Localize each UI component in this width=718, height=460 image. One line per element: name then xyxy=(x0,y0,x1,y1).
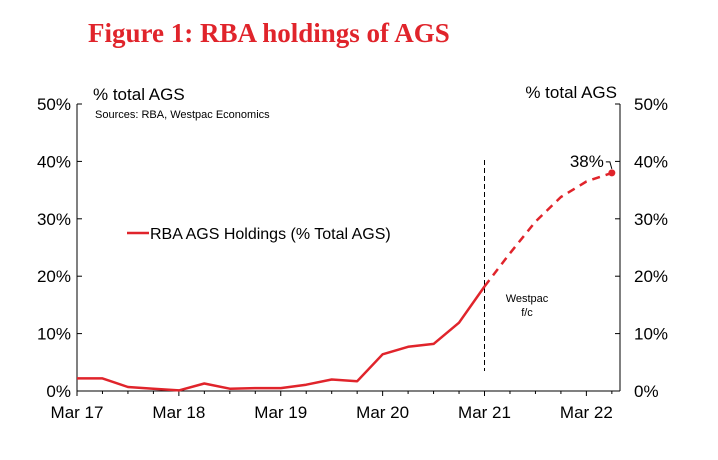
x-tick-label: Mar 19 xyxy=(254,403,307,422)
right-tick-label: 10% xyxy=(634,325,668,344)
left-tick-label: 50% xyxy=(37,95,71,114)
left-tick-label: 0% xyxy=(46,382,71,401)
right-tick-label: 40% xyxy=(634,152,668,171)
x-tick-label: Mar 20 xyxy=(356,403,409,422)
source-note: Sources: RBA, Westpac Economics xyxy=(95,109,270,121)
end-label-leader xyxy=(605,161,613,170)
left-axis-label: % total AGS xyxy=(93,85,185,104)
x-tick-label: Mar 17 xyxy=(51,403,104,422)
series-line-forecast xyxy=(483,171,613,288)
legend: RBA AGS Holdings (% Total AGS) xyxy=(127,226,391,243)
plot-frame xyxy=(76,104,621,392)
left-tick-label: 20% xyxy=(37,267,71,286)
end-point xyxy=(608,169,616,177)
x-tick-label: Mar 22 xyxy=(560,403,613,422)
left-axis-ticks: 0% 10% 20% 30% 40% 50% xyxy=(37,95,82,401)
forecast-label-line1: Westpac xyxy=(506,293,549,305)
right-tick-label: 30% xyxy=(634,210,668,229)
right-tick-label: 0% xyxy=(634,382,659,401)
series-layer: 38% xyxy=(77,152,616,392)
forecast-label-line2: f/c xyxy=(521,307,533,319)
end-label: 38% xyxy=(570,152,604,171)
legend-label: RBA AGS Holdings (% Total AGS) xyxy=(150,226,391,243)
right-tick-label: 50% xyxy=(634,95,668,114)
x-tick-label: Mar 21 xyxy=(458,403,511,422)
left-tick-label: 30% xyxy=(37,210,71,229)
right-axis-ticks: 0% 10% 20% 30% 40% 50% xyxy=(615,95,668,401)
series-line-actual xyxy=(77,285,486,392)
forecast-marker: Westpac f/c xyxy=(484,160,549,371)
figure-title: Figure 1: RBA holdings of AGS xyxy=(88,18,450,48)
right-axis-label: % total AGS xyxy=(525,83,617,102)
right-tick-label: 20% xyxy=(634,267,668,286)
x-axis-ticks: Mar 17 Mar 18 Mar 19 Mar 20 Mar 21 Mar 22 xyxy=(51,391,613,422)
left-tick-label: 10% xyxy=(37,325,71,344)
left-tick-label: 40% xyxy=(37,152,71,171)
x-tick-label: Mar 18 xyxy=(152,403,205,422)
